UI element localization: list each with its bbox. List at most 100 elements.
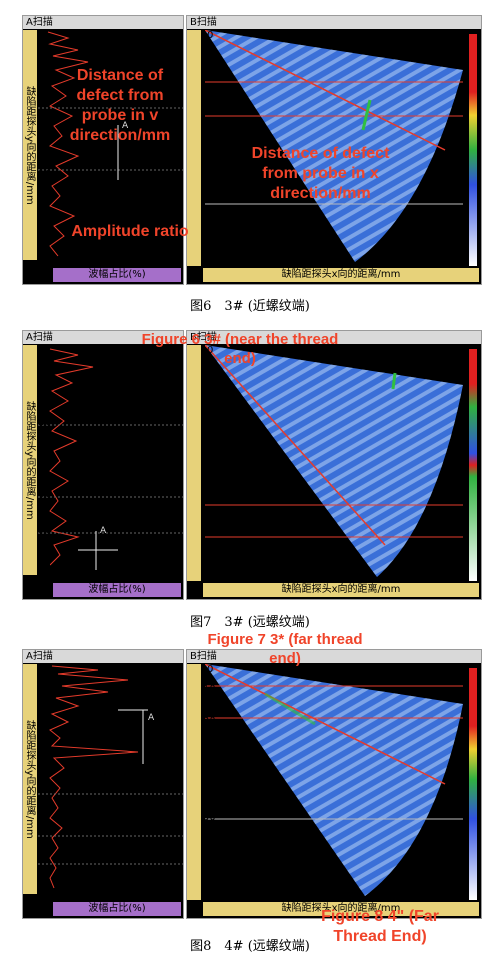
b-scan-xlabel: 缺陷距探头x向的距离/mm: [203, 583, 479, 597]
a-scan-panel: A扫描 缺陷距探头y向的距离/mm A 波幅占比(%): [22, 330, 184, 600]
b-xtick: 0: [228, 256, 235, 267]
b-ytick: 10: [203, 377, 216, 388]
b-scan-xlabel: 缺陷距探头x向的距离/mm: [203, 268, 479, 282]
figure-caption: 图8 4# (远螺纹端): [190, 939, 310, 954]
a-ytick: 20: [38, 769, 51, 780]
a-ytick: 5: [42, 64, 49, 75]
b-ytick: 40: [203, 159, 216, 170]
b-xtick: 20: [281, 256, 294, 267]
a-scan-xlabel: 波幅占比(%): [53, 583, 181, 597]
overlay-figure-title: Figure 7 3* (far thread end): [207, 631, 363, 667]
a-ytick: 50: [38, 525, 51, 536]
overlay-b-xlabel: Distance of defect from probe in x direc…: [251, 145, 390, 202]
b-scan-yaxis-bar: [187, 30, 201, 266]
a-ytick: 10: [38, 381, 51, 392]
a-ytick: 0: [42, 30, 49, 41]
b-scan-plot: [205, 30, 463, 262]
a-scan-plot: A: [38, 665, 183, 889]
b-xtick: 80: [432, 256, 445, 267]
b-xtick: 80: [432, 571, 445, 582]
b-ytick: 60: [203, 537, 216, 548]
a-scan-title: A扫描: [23, 16, 183, 29]
a-scan-waveform: [47, 31, 89, 257]
b-scan-plot: [205, 345, 463, 577]
a-scan-plot: A: [38, 348, 183, 570]
b-ytick: 10: [203, 684, 216, 695]
b-scan-title: B扫描: [187, 650, 481, 663]
a-xtick: 60: [123, 890, 136, 901]
a-ytick: 20: [38, 417, 51, 428]
a-scan-ylabel: 缺陷距探头y向的距离/mm: [23, 664, 37, 894]
b-ytick: 40: [203, 780, 216, 791]
b-ytick: 20: [203, 411, 216, 422]
a-marker-label: A: [122, 121, 129, 131]
b-ytick: 60: [203, 215, 216, 226]
figure-caption: 图7 3# (远螺纹端): [190, 615, 310, 630]
b-xtick: 60: [381, 256, 394, 267]
b-ytick: 0: [207, 30, 214, 41]
a-scan-ylabel: 缺陷距探头y向的距离/mm: [23, 30, 37, 260]
a-xtick: 80: [150, 256, 163, 267]
a-xtick: 40: [100, 890, 113, 901]
a-marker-label: A: [148, 713, 155, 723]
b-ytick: 50: [203, 183, 216, 194]
overlay-bottom-caption: Figure 8 4" (Far Thread End): [321, 908, 439, 945]
overlay-figure-title: Figure 6 3# (near the thread end): [141, 331, 339, 367]
a-marker-label: A: [100, 526, 107, 536]
a-xtick: 80: [150, 571, 163, 582]
a-scan-ylabel: 缺陷距探头y向的距离/mm: [23, 345, 37, 575]
b-xtick: 80: [432, 890, 445, 901]
figure-6: A扫描 缺陷距探头y向的距离/mm A 波幅占比(%) 0 5 10 15 20…: [0, 0, 500, 325]
a-ytick: 15: [38, 134, 51, 145]
b-ytick: 10: [203, 62, 216, 73]
a-ytick: 35: [38, 847, 51, 858]
b-xtick: 60: [381, 571, 394, 582]
b-ytick: 30: [203, 748, 216, 759]
overlay-a-xlabel: Amplitude ratio: [71, 223, 189, 240]
a-xtick: 20: [78, 256, 91, 267]
b-scan-title: B扫描: [187, 16, 481, 29]
a-ytick: 25: [38, 202, 51, 213]
a-xtick: 60: [123, 256, 136, 267]
b-ytick: 20: [203, 716, 216, 727]
b-scan-yaxis-bar: [187, 345, 201, 581]
b-xtick: 60: [381, 890, 394, 901]
a-ytick: 60: [38, 559, 51, 570]
a-ytick: 15: [38, 743, 51, 754]
a-scan-plot: A: [38, 31, 183, 257]
a-ytick: 0: [42, 667, 49, 678]
a-scan-xlabel: 波幅占比(%): [53, 902, 181, 916]
b-xtick: 40: [331, 571, 344, 582]
a-scan-title: A扫描: [23, 331, 183, 344]
a-ytick: 25: [38, 795, 51, 806]
b-scan-panel: B扫描 缺陷距探头x向的距离/mm: [186, 649, 482, 919]
figure-7: A扫描 缺陷距探头y向的距离/mm A 波幅占比(%) 0 10 20 30 4…: [0, 325, 500, 645]
a-scan-panel: A扫描 缺陷距探头y向的距离/mm A 波幅占比(%): [22, 649, 184, 919]
b-xtick: 0: [228, 890, 235, 901]
b-scan-panel: B扫描 缺陷距探头x向的距离/mm: [186, 330, 482, 600]
b-ytick: 30: [203, 445, 216, 456]
b-scan-colorbar: [469, 668, 477, 900]
b-scan-xlabel: 缺陷距探头x向的距离/mm: [203, 902, 479, 916]
a-scan-panel: A扫描 缺陷距探头y向的距离/mm A 波幅占比(%): [22, 15, 184, 285]
a-ytick: 5: [42, 691, 49, 702]
b-ytick: 50: [203, 812, 216, 823]
b-scan-colorbar: [469, 34, 477, 266]
b-ytick: 30: [203, 127, 216, 138]
a-ytick: 0: [42, 345, 49, 356]
a-ytick: 30: [38, 453, 51, 464]
a-xtick: 80: [150, 890, 163, 901]
b-scan-title: B扫描: [187, 331, 481, 344]
figure-caption: 图6 3# (近螺纹端): [190, 299, 310, 314]
b-xtick: 20: [281, 890, 294, 901]
b-xtick: 40: [331, 256, 344, 267]
b-ytick: 0: [207, 664, 214, 675]
b-scan-panel: B扫描 缺陷距探头x向的距离/mm: [186, 15, 482, 285]
a-xtick: 40: [100, 571, 113, 582]
b-ytick: 40: [203, 477, 216, 488]
a-ytick: 10: [38, 717, 51, 728]
a-scan-title: A扫描: [23, 650, 183, 663]
a-xtick: 20: [78, 571, 91, 582]
overlay-a-ylabel: Distance of defect from probe in v direc…: [69, 67, 171, 144]
a-scan-waveform: [49, 665, 139, 889]
